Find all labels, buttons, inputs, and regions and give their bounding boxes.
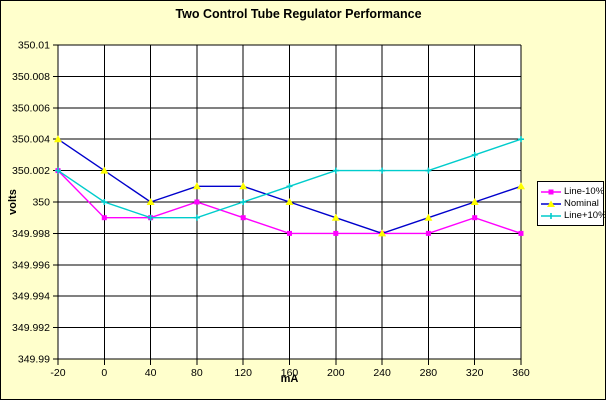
y-tick-label: 349.998 (12, 228, 50, 240)
x-tick-label: 240 (373, 367, 391, 379)
marker-nominal (54, 135, 62, 143)
marker-nominal (470, 198, 479, 205)
x-tick-label: 280 (420, 367, 438, 379)
legend-item-label: Line+10% (564, 210, 606, 221)
marker-nominal (331, 213, 340, 221)
y-tick-label: 350 (32, 197, 50, 209)
y-tick-label: 350.002 (12, 165, 50, 177)
legend-marker-nominal (541, 200, 561, 207)
marker-nominal (239, 182, 248, 190)
chart-title: Two Control Tube Regulator Performance (175, 7, 422, 21)
marker-line-minus-10 (101, 215, 107, 221)
x-tick-label: 120 (234, 367, 252, 379)
marker-line-minus-10 (333, 230, 339, 236)
x-tick-label: 40 (145, 367, 157, 379)
x-tick-label: 160 (281, 367, 299, 379)
marker-nominal (146, 198, 155, 205)
marker-nominal (378, 229, 387, 237)
y-axis-title: volts (7, 189, 19, 215)
y-axis-title-wrap: volts (1, 45, 25, 359)
y-tick-label: 350.004 (12, 134, 50, 146)
x-tick-label: -20 (50, 367, 65, 379)
x-tick-label: 200 (327, 367, 345, 379)
x-tick-label: 360 (512, 367, 530, 379)
legend-marker-line-minus-10 (541, 189, 561, 195)
marker-nominal (285, 198, 294, 205)
legend-item-line-minus-10: Line-10% (541, 186, 605, 198)
legend-item-label: Nominal (564, 198, 599, 209)
legend: Line-10% Nominal Line+10% (537, 181, 605, 226)
legend-item-nominal: Nominal (541, 198, 601, 210)
y-tick-label: 350.006 (12, 102, 50, 114)
legend-marker-line-minus-plus-minus-10 (541, 213, 561, 219)
y-tick-label: 349.992 (12, 322, 50, 334)
legend-item-line-minus-plus-minus-10: Line+10% (541, 210, 605, 222)
legend-item-label: Line-10% (564, 186, 605, 197)
y-tick-label: 349.994 (12, 291, 50, 303)
y-tick-label: 349.996 (12, 259, 50, 271)
x-tick-label: 80 (191, 367, 203, 379)
y-tick-label: 350.008 (12, 71, 50, 83)
marker-line-minus-10 (194, 199, 200, 205)
x-axis-title: mA (280, 373, 299, 385)
marker-line-minus-10 (287, 230, 292, 236)
x-tick-label: 320 (466, 367, 484, 379)
marker-line-minus-10 (518, 230, 524, 236)
y-tick-label: 349.99 (18, 354, 50, 366)
y-tick-label: 350.01 (18, 40, 50, 52)
x-tick-label: 0 (101, 367, 107, 379)
marker-nominal (517, 182, 525, 190)
marker-nominal (192, 182, 201, 190)
marker-line-minus-10 (425, 230, 431, 236)
marker-line-minus-10 (472, 215, 478, 221)
marker-nominal (100, 166, 109, 174)
marker-line-minus-10 (240, 215, 246, 221)
marker-nominal (424, 213, 433, 221)
